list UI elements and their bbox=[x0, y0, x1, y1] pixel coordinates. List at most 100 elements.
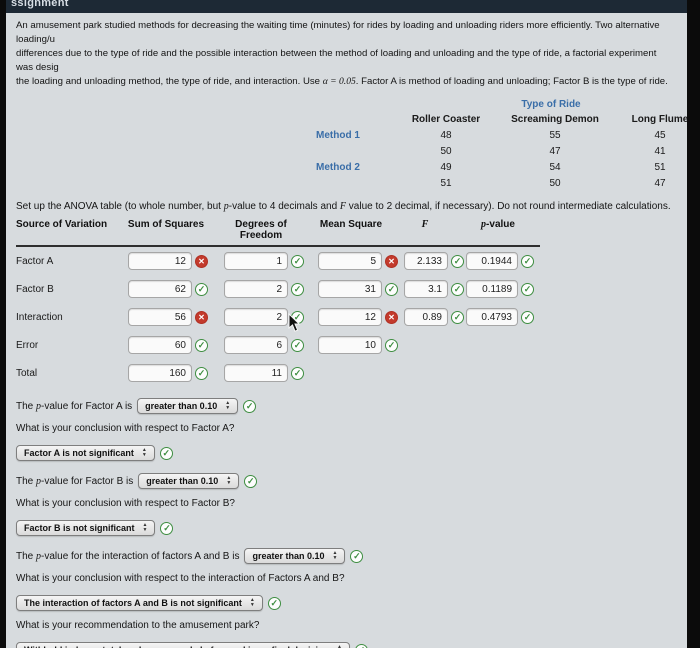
table-cell: 48 bbox=[440, 130, 452, 141]
status-mark-icon bbox=[160, 521, 174, 535]
question-page: An amusement park studied methods for de… bbox=[6, 13, 687, 648]
status-mark-icon bbox=[385, 310, 398, 324]
browser-content: ssignment An amusement park studied meth… bbox=[6, 0, 687, 648]
table-cell: 51 bbox=[440, 178, 452, 189]
conclusion-interaction-label: What is your conclusion with respect to … bbox=[16, 573, 345, 584]
f-value-input[interactable] bbox=[404, 280, 448, 298]
assignment-title: ssignment bbox=[11, 0, 69, 9]
status-mark-icon bbox=[195, 310, 208, 324]
sum-of-squares-input[interactable] bbox=[128, 336, 192, 354]
table-cell: 47 bbox=[654, 178, 666, 189]
conclusion-factor-b-label: What is your conclusion with respect to … bbox=[16, 498, 235, 509]
degrees-of-freedom-input[interactable] bbox=[224, 280, 288, 298]
problem-line-1: An amusement park studied methods for de… bbox=[16, 20, 660, 45]
status-mark-icon bbox=[451, 310, 464, 324]
table-cell: 47 bbox=[549, 146, 561, 157]
status-mark-icon bbox=[354, 643, 368, 648]
anova-table-headers: Source of Variation Sum of Squares Degre… bbox=[16, 219, 540, 247]
table-cell: 49 bbox=[440, 162, 452, 173]
table-row: 51 50 47 bbox=[316, 176, 675, 192]
method-label: Method 2 bbox=[316, 162, 360, 173]
f-value-input[interactable] bbox=[404, 252, 448, 270]
degrees-of-freedom-input[interactable] bbox=[224, 336, 288, 354]
problem-line-3: the loading and unloading method, the ty… bbox=[16, 76, 668, 87]
p-value-input[interactable] bbox=[466, 308, 518, 326]
p-value-input[interactable] bbox=[466, 252, 518, 270]
ride-table-column-headers: Roller Coaster Screaming Demon Long Flum… bbox=[316, 112, 687, 128]
anova-row-factor-a: Factor A bbox=[16, 247, 675, 275]
table-cell: 50 bbox=[440, 146, 452, 157]
conclusion-factor-a-line: Factor A is not significant bbox=[16, 444, 675, 462]
sum-of-squares-input[interactable] bbox=[128, 308, 192, 326]
selected-option: greater than 0.10 bbox=[145, 401, 218, 411]
p-value-factor-b-select[interactable]: greater than 0.10 bbox=[138, 473, 240, 489]
conclusion-interaction-select[interactable]: The interaction of factors A and B is no… bbox=[16, 595, 263, 611]
ride-data-table: Type of Ride Roller Coaster Screaming De… bbox=[316, 97, 687, 192]
column-header: Mean Square bbox=[319, 219, 383, 230]
column-header: p-value bbox=[481, 219, 515, 230]
status-mark-icon bbox=[521, 282, 534, 296]
row-label: Total bbox=[16, 367, 38, 379]
conclusion-factor-b-line: Factor B is not significant bbox=[16, 519, 675, 537]
selected-option: Factor B is not significant bbox=[24, 523, 135, 533]
status-mark-icon bbox=[267, 596, 281, 610]
sum-of-squares-input[interactable] bbox=[128, 364, 192, 382]
method-label bbox=[316, 144, 396, 160]
conclusion-factor-b-select[interactable]: Factor B is not significant bbox=[16, 520, 156, 536]
f-value-input[interactable] bbox=[404, 308, 448, 326]
method-label bbox=[316, 176, 396, 192]
row-label: Interaction bbox=[16, 311, 63, 323]
anova-row-total: Total bbox=[16, 359, 675, 387]
assignment-title-bar: ssignment bbox=[6, 0, 687, 13]
anova-row-factor-b: Factor B bbox=[16, 275, 675, 303]
p-value-input[interactable] bbox=[466, 280, 518, 298]
problem-line-2: differences due to the type of ride and … bbox=[16, 48, 657, 73]
conclusion-factor-a-select[interactable]: Factor A is not significant bbox=[16, 445, 155, 461]
recommendation-line: Withhold judgment; take a larger sample … bbox=[16, 641, 675, 648]
status-mark-icon bbox=[244, 474, 258, 488]
mouse-cursor bbox=[288, 312, 302, 338]
table-cell: 55 bbox=[549, 130, 561, 141]
table-row: Method 1 48 55 45 bbox=[316, 128, 675, 144]
recommendation-label: What is your recommendation to the amuse… bbox=[16, 620, 260, 631]
status-mark-icon bbox=[159, 446, 173, 460]
empty-cell bbox=[316, 112, 396, 128]
column-header: Long Flume bbox=[631, 114, 687, 125]
selected-option: greater than 0.10 bbox=[252, 551, 325, 561]
degrees-of-freedom-input[interactable] bbox=[224, 364, 288, 382]
p-value-interaction-line: The p-value for the interaction of facto… bbox=[16, 547, 675, 565]
status-mark-icon bbox=[291, 282, 304, 296]
recommendation-select[interactable]: Withhold judgment; take a larger sample … bbox=[16, 642, 350, 648]
table-cell: 51 bbox=[654, 162, 666, 173]
anova-row-interaction: Interaction bbox=[16, 303, 675, 331]
status-mark-icon bbox=[451, 282, 464, 296]
table-cell: 54 bbox=[549, 162, 561, 173]
table-cell: 50 bbox=[549, 178, 561, 189]
p-value-interaction-select[interactable]: greater than 0.10 bbox=[244, 548, 346, 564]
conclusion-factor-a-label: What is your conclusion with respect to … bbox=[16, 423, 235, 434]
mean-square-input[interactable] bbox=[318, 308, 382, 326]
sum-of-squares-input[interactable] bbox=[128, 280, 192, 298]
up-down-arrows-icon bbox=[143, 523, 148, 533]
status-mark-icon bbox=[521, 254, 534, 268]
degrees-of-freedom-input[interactable] bbox=[224, 308, 288, 326]
status-mark-icon bbox=[195, 338, 208, 352]
method-label: Method 1 bbox=[316, 130, 360, 141]
table-row: Method 2 49 54 51 bbox=[316, 160, 675, 176]
status-mark-icon bbox=[521, 310, 534, 324]
question-text: The p-value for the interaction of facto… bbox=[16, 550, 240, 562]
status-mark-icon bbox=[291, 254, 304, 268]
status-mark-icon bbox=[195, 254, 208, 268]
status-mark-icon bbox=[195, 366, 208, 380]
status-mark-icon bbox=[243, 399, 257, 413]
mean-square-input[interactable] bbox=[318, 336, 382, 354]
status-mark-icon bbox=[385, 338, 398, 352]
anova-instruction: Set up the ANOVA table (to whole number,… bbox=[16, 201, 671, 212]
mean-square-input[interactable] bbox=[318, 280, 382, 298]
sum-of-squares-input[interactable] bbox=[128, 252, 192, 270]
p-value-factor-a-select[interactable]: greater than 0.10 bbox=[137, 398, 239, 414]
up-down-arrows-icon bbox=[225, 401, 230, 411]
degrees-of-freedom-input[interactable] bbox=[224, 252, 288, 270]
mean-square-input[interactable] bbox=[318, 252, 382, 270]
column-header: Screaming Demon bbox=[511, 114, 599, 125]
